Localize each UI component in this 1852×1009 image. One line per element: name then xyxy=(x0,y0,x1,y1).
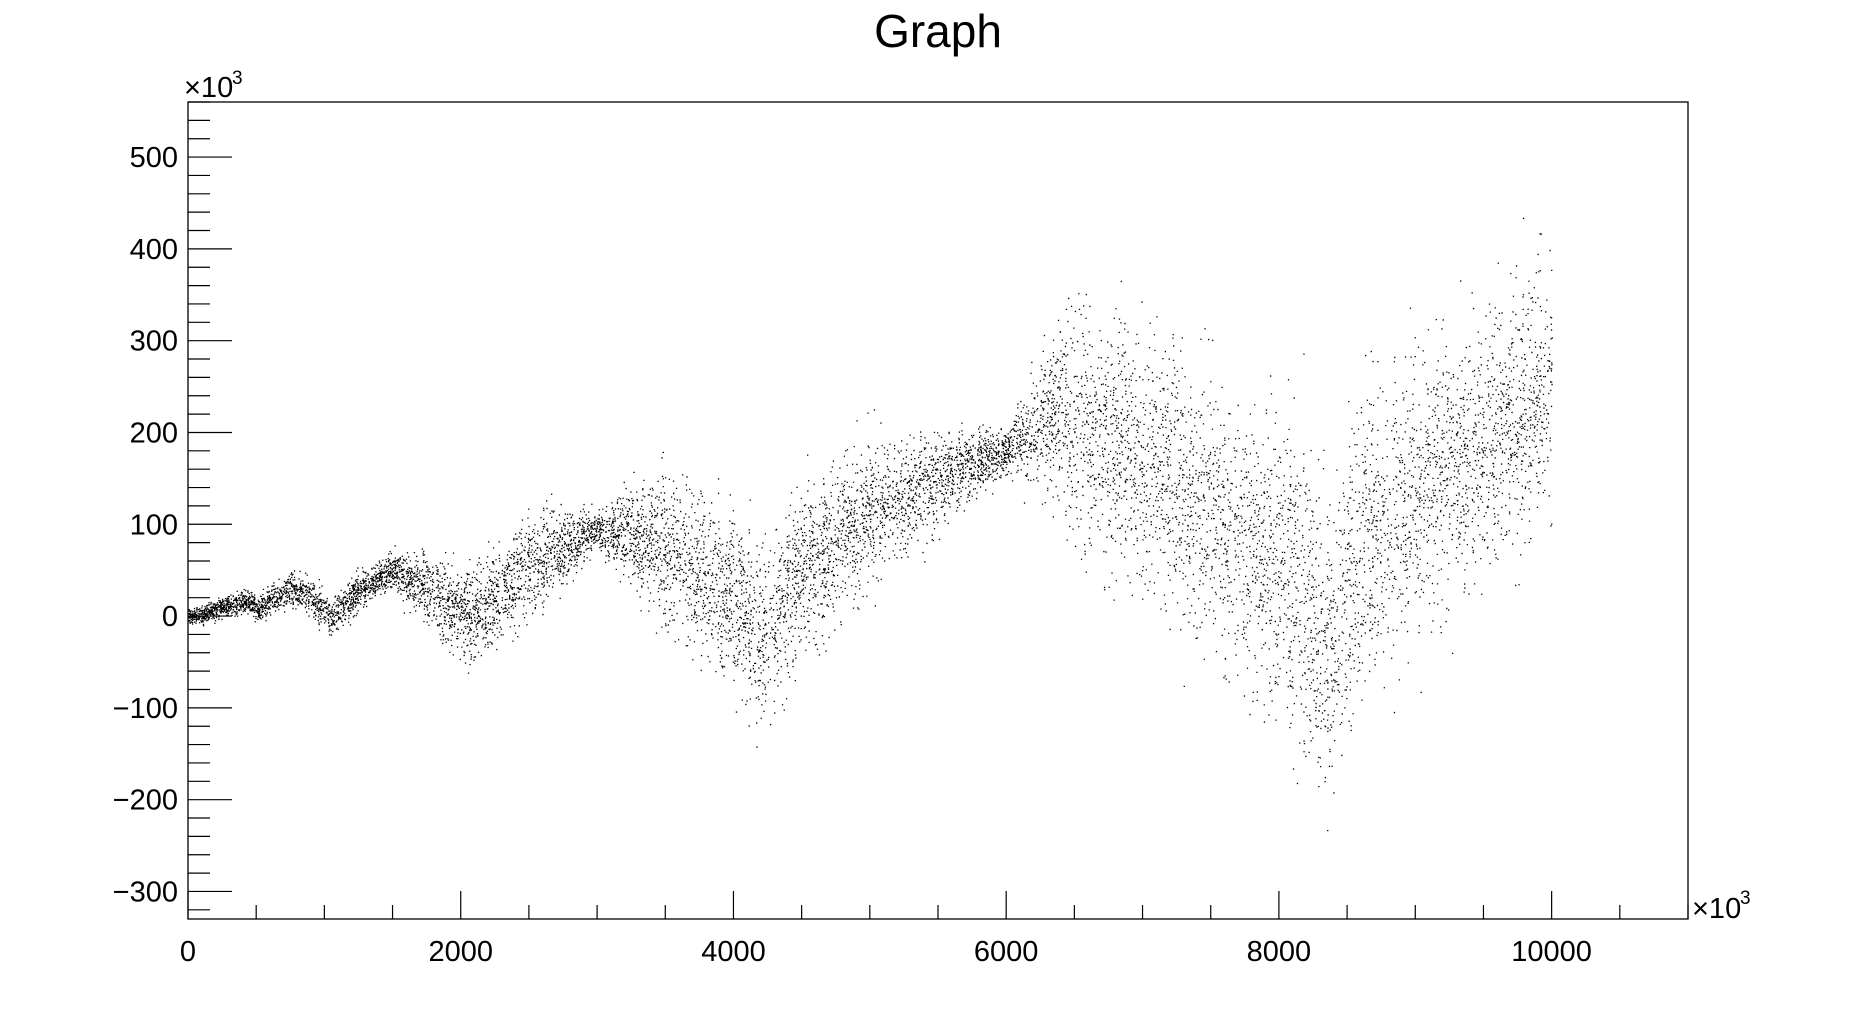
chart-title: Graph xyxy=(874,5,1002,57)
x-tick-label: 10000 xyxy=(1511,936,1592,968)
x-tick-label: 8000 xyxy=(1247,936,1312,968)
x-multiplier-label: ×10 xyxy=(1692,893,1741,925)
x-tick-label: 4000 xyxy=(701,936,766,968)
plot-frame xyxy=(187,101,1689,920)
y-tick-label: 0 xyxy=(162,601,178,633)
x-multiplier: ×10 3 xyxy=(1692,888,1751,925)
y-tick-label: −200 xyxy=(113,785,178,817)
y-tick-label: 500 xyxy=(130,142,178,174)
x-tick-label: 0 xyxy=(180,936,196,968)
y-tick-label: 200 xyxy=(130,417,178,449)
y-tick-label: −100 xyxy=(113,693,178,725)
point-cloud xyxy=(188,217,1553,832)
y-multiplier-label: ×10 xyxy=(184,72,233,104)
axes: 0 2000 4000 6000 8000 10000 −300 −200 −100 0 100 20… xyxy=(113,101,1689,968)
y-multiplier: ×10 3 xyxy=(184,68,243,104)
x-tick-label: 6000 xyxy=(974,936,1039,968)
x-tick-label: 2000 xyxy=(428,936,493,968)
y-tick-label: 100 xyxy=(130,509,178,541)
y-multiplier-exponent: 3 xyxy=(232,68,243,89)
data-points xyxy=(188,217,1553,832)
y-tick-label: 300 xyxy=(130,326,178,358)
y-tick-label: 400 xyxy=(130,234,178,266)
x-multiplier-exponent: 3 xyxy=(1740,888,1751,909)
y-tick-label: −300 xyxy=(113,876,178,908)
